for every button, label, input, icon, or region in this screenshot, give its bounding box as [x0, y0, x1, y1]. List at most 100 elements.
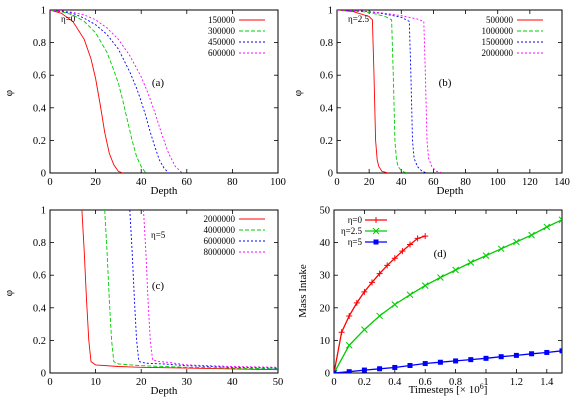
x-tick-label: 60: [182, 177, 193, 188]
data-point-cross: [376, 312, 383, 320]
legend-entry-label: η=5: [348, 237, 363, 247]
y-axis-label: φ: [3, 290, 15, 296]
x-tick-label: 0.2: [358, 377, 371, 388]
data-point-plus: [376, 270, 383, 277]
x-tick-label: 0: [47, 377, 52, 388]
x-axis-label: Timesteps [× 106]: [409, 382, 488, 396]
data-point-cross: [345, 341, 353, 349]
plot-area: [50, 10, 183, 173]
x-tick-label: 0: [331, 377, 336, 388]
panel-annotation: η=2.5: [348, 14, 370, 24]
legend-entry-label: 150000: [208, 15, 236, 25]
data-point-square: [377, 366, 383, 372]
x-tick-label: 0: [334, 177, 339, 188]
plot-frame: [336, 9, 563, 174]
data-point-cross: [437, 274, 444, 281]
series-line-2: [334, 219, 562, 373]
data-point-plus: [414, 235, 421, 242]
legend-entry-label: η=0: [348, 215, 363, 225]
data-point-square: [334, 370, 337, 373]
data-point-square: [513, 352, 519, 358]
x-tick-label: 40: [136, 177, 147, 188]
y-axis-label: Mass Intake: [297, 264, 309, 318]
x-tick-label: 1: [483, 377, 488, 388]
legend-entry-label: 1000000: [482, 26, 514, 36]
panel-label: (c): [152, 280, 165, 292]
data-point-square: [407, 363, 413, 369]
plot-area: [81, 210, 278, 371]
x-tick-label: 1.2: [510, 377, 523, 388]
series-line-2: [50, 10, 147, 173]
x-tick-label: 80: [460, 177, 471, 188]
data-point-square: [361, 367, 367, 373]
legend-entry-label: 2000000: [482, 48, 514, 58]
data-point-plus: [391, 255, 398, 262]
y-tick-label: 0.4: [33, 103, 47, 114]
legend-entry-label: 600000: [208, 48, 236, 58]
data-point-square: [483, 355, 489, 361]
data-point-cross: [482, 252, 490, 259]
legend-marker: [373, 239, 379, 245]
data-point-plus: [361, 288, 368, 295]
data-point-plus: [353, 299, 360, 306]
series-line-3: [337, 10, 428, 173]
data-point-square: [529, 351, 535, 357]
panel-label: (a): [152, 77, 165, 89]
y-tick-label: 1: [41, 6, 46, 17]
legend-marker: [372, 227, 380, 235]
x-axis-label: Depth: [151, 385, 178, 397]
y-tick-label: 1: [328, 6, 333, 17]
data-point-square: [544, 349, 550, 355]
series-line-4: [50, 10, 183, 173]
x-axis-label: Depth: [437, 185, 464, 197]
data-point-square: [422, 361, 428, 367]
data-point-plus: [422, 233, 429, 240]
y-tick-label: 0.2: [33, 136, 46, 147]
y-tick-label: 0: [325, 369, 330, 380]
chart-panel-4: 0 0.2 0.4 0.6 0.8 1 1.2 1.4 0 10 20 30 40 50 Timesteps…: [297, 206, 563, 396]
series-line-2: [337, 10, 408, 173]
y-tick-label: 40: [320, 238, 331, 249]
x-tick-label: 0.8: [449, 377, 462, 388]
legend-entry-label: 8000000: [204, 247, 236, 257]
chart-panel-2: 0 20 40 60 80 100 120 140 0 0.2 0.4 0.6 0.8 1 Depth φ 50…: [292, 6, 570, 198]
y-tick-label: 0.6: [33, 71, 46, 82]
x-tick-label: 100: [490, 177, 506, 188]
y-tick-label: 1: [41, 206, 46, 217]
x-tick-label: 120: [522, 177, 538, 188]
panel-label: (d): [434, 248, 447, 260]
y-tick-label: 0.8: [320, 38, 333, 49]
data-point-cross: [391, 301, 399, 308]
data-point-plus: [407, 241, 413, 248]
x-tick-label: 20: [364, 177, 375, 188]
y-tick-label: 50: [320, 206, 331, 217]
x-tick-label: 140: [554, 177, 570, 188]
data-point-cross: [558, 216, 562, 224]
y-tick-label: 0.6: [320, 71, 333, 82]
data-point-plus: [369, 279, 375, 286]
data-point-cross: [528, 231, 535, 239]
x-tick-label: 80: [227, 177, 238, 188]
y-axis-label: φ: [3, 90, 15, 96]
series-line-3: [334, 350, 562, 373]
data-point-square: [498, 354, 504, 360]
x-tick-label: 40: [227, 377, 238, 388]
plot-area: [337, 10, 444, 173]
plot-frame: [49, 209, 279, 374]
x-tick-label: 1.4: [540, 377, 554, 388]
plot-frame: [333, 209, 563, 374]
x-tick-label: 10: [90, 377, 101, 388]
y-tick-label: 30: [320, 271, 331, 282]
y-tick-label: 0: [328, 169, 333, 180]
panel-annotation: η=5: [151, 230, 166, 240]
data-point-cross: [361, 326, 368, 333]
y-tick-label: 20: [320, 303, 331, 314]
legend-entry-label: 2000000: [204, 214, 236, 224]
data-point-cross: [452, 266, 459, 274]
series-line-1: [50, 10, 124, 173]
legend-marker: [373, 217, 379, 223]
data-point-square: [453, 358, 459, 364]
legend-entry-label: 500000: [486, 15, 514, 25]
chart-panel-1: 0 20 40 60 80 100 0 0.2 0.4 0.6 0.8 1 Depth φ 15000030…: [3, 6, 286, 198]
